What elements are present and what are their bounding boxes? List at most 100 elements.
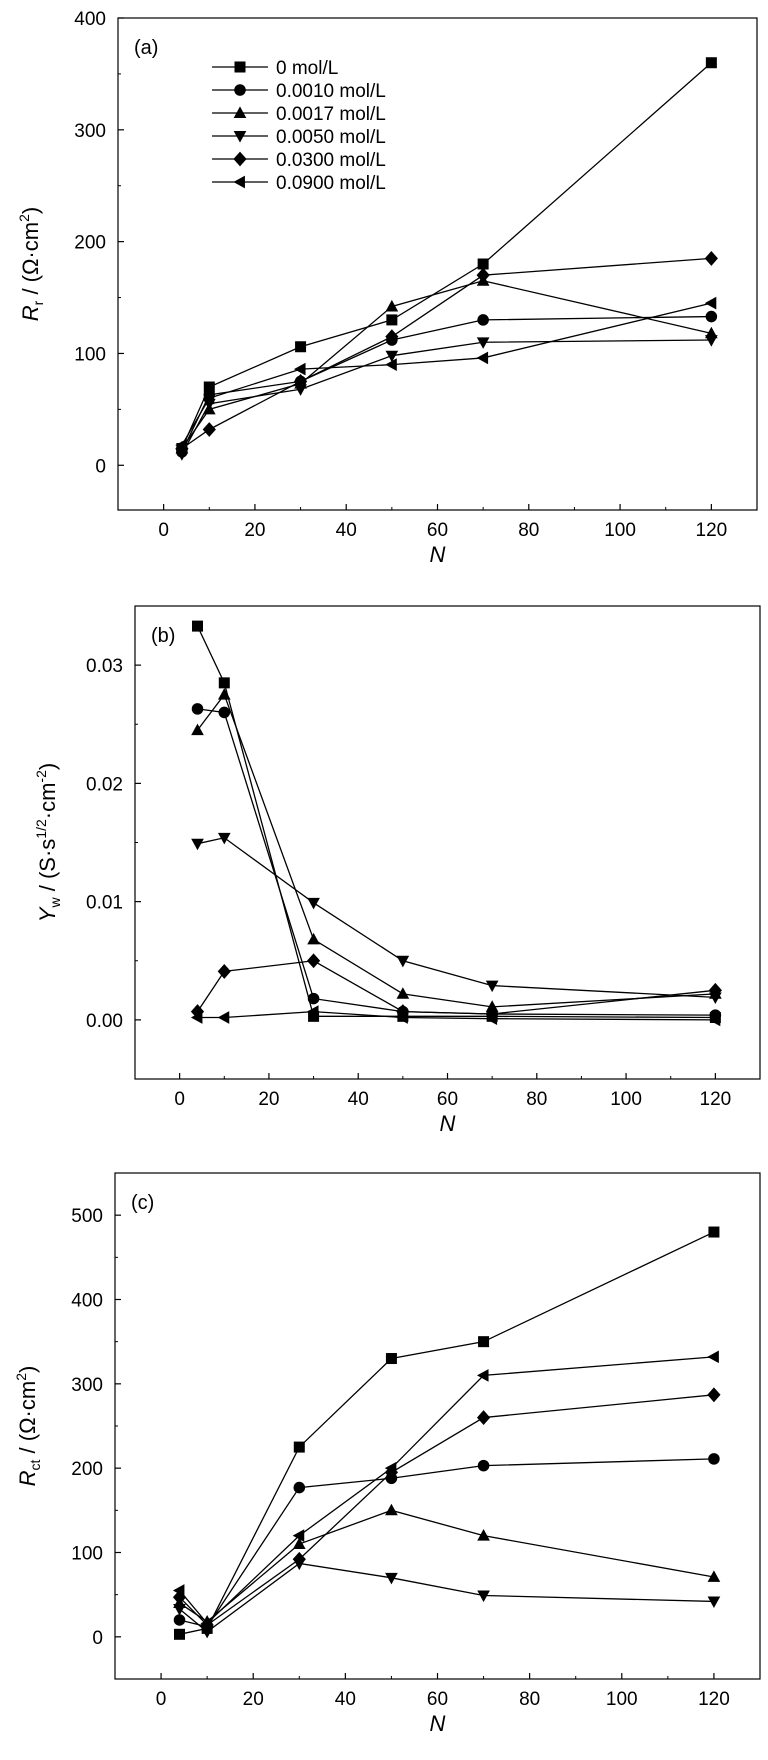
series-line: [197, 708, 716, 1016]
data-point: [705, 310, 718, 323]
legend-entry: 0.0017 mol/L: [276, 104, 386, 125]
data-point: [200, 1617, 213, 1630]
data-point: [307, 932, 320, 945]
x-axis-label: N: [440, 1111, 456, 1136]
legend-marker: [233, 131, 247, 143]
y-tick-label: 200: [71, 1459, 103, 1480]
data-point: [293, 1441, 305, 1453]
y-axis-label: Rct / (Ω·cm2): [13, 1366, 43, 1487]
y-tick-label: 0.00: [86, 1011, 123, 1032]
y-tick-label: 0.02: [86, 774, 123, 795]
x-tick-label: 0: [158, 520, 169, 541]
series-6: [175, 296, 717, 452]
series-line: [179, 1356, 714, 1625]
data-point: [476, 1369, 489, 1382]
plot-frame: [114, 1172, 761, 1680]
data-point: [292, 1551, 306, 1567]
series-6: [172, 1350, 719, 1630]
data-point: [218, 706, 231, 719]
x-tick-label: 80: [518, 520, 539, 541]
y-tick-label: 400: [74, 9, 106, 30]
series-line: [181, 339, 712, 455]
data-point: [175, 438, 187, 452]
data-point: [385, 1503, 398, 1516]
y-tick-label: 0.01: [86, 893, 123, 914]
x-tick-label: 100: [606, 1689, 638, 1710]
data-point: [173, 1604, 186, 1616]
series-line: [181, 302, 712, 446]
data-point: [292, 1537, 306, 1550]
series-line: [181, 62, 712, 449]
data-point: [385, 358, 397, 371]
data-point: [200, 1626, 214, 1639]
legend-entry: 0.0010 mol/L: [276, 81, 386, 102]
data-point: [306, 953, 321, 969]
series-5: [175, 250, 718, 456]
x-tick-label: 60: [427, 1689, 448, 1710]
data-point: [708, 1453, 720, 1465]
data-point: [295, 341, 307, 353]
x-tick-label: 0: [156, 1689, 167, 1710]
data-point: [192, 620, 203, 632]
data-point: [396, 1004, 410, 1020]
data-point: [477, 1590, 490, 1603]
data-point: [476, 267, 490, 283]
x-tick-label: 20: [258, 1089, 279, 1110]
chart-panel-1: 0 20 40 60 80 100 120 0 100 200 300 400 N Rr / (Ω·cm2…: [16, 9, 758, 567]
series-4: [173, 1558, 721, 1639]
data-point: [191, 838, 204, 851]
x-tick-label: 100: [610, 1089, 642, 1110]
series-line: [179, 1509, 715, 1623]
legend-marker: [233, 151, 247, 167]
data-point: [385, 1572, 398, 1585]
data-point: [704, 296, 717, 310]
data-point: [307, 897, 320, 910]
data-point: [485, 1012, 498, 1026]
data-point: [386, 314, 398, 326]
series-3: [191, 688, 722, 1012]
y-tick-label: 0: [95, 456, 106, 477]
series-line: [181, 315, 712, 453]
data-point: [191, 723, 204, 736]
data-point: [217, 832, 231, 845]
series-3: [173, 1503, 721, 1627]
series-line: [196, 693, 716, 1008]
x-tick-label: 120: [696, 520, 728, 541]
data-point: [476, 337, 490, 349]
legend-marker: [233, 175, 245, 189]
data-point: [385, 350, 399, 363]
panel-label: (c): [131, 1192, 154, 1214]
y-tick-label: 200: [74, 233, 106, 254]
data-point: [191, 703, 204, 715]
data-point: [172, 1584, 185, 1597]
series-4: [175, 335, 718, 461]
x-tick-label: 40: [335, 1689, 356, 1710]
data-point: [477, 1529, 490, 1541]
data-point: [217, 963, 231, 979]
x-tick-label: 60: [427, 520, 448, 541]
panel-label: (b): [151, 625, 175, 647]
x-tick-label: 20: [244, 520, 265, 541]
series-2: [176, 310, 718, 458]
data-point: [217, 688, 231, 700]
series-line: [181, 257, 712, 450]
chart-panel-3: 0 20 40 60 80 100 120 0 100 200 300 400 500 N Rct / (Ω…: [13, 1172, 761, 1736]
series-2: [173, 1453, 720, 1633]
data-point: [293, 1481, 306, 1494]
data-point: [294, 384, 307, 396]
data-point: [476, 1410, 491, 1425]
series-1: [176, 57, 717, 454]
data-point: [385, 329, 399, 345]
legend-marker: [234, 84, 246, 96]
legend: 0 mol/L0.0010 mol/L0.0017 mol/L0.0050 mo…: [212, 58, 386, 194]
data-point: [707, 1350, 719, 1364]
series-line: [179, 1394, 714, 1626]
data-point: [385, 299, 399, 312]
data-point: [705, 57, 717, 69]
data-point: [307, 992, 320, 1005]
x-tick-label: 40: [348, 1089, 369, 1110]
data-point: [173, 1614, 186, 1626]
data-point: [477, 258, 489, 270]
data-point: [385, 1353, 397, 1365]
